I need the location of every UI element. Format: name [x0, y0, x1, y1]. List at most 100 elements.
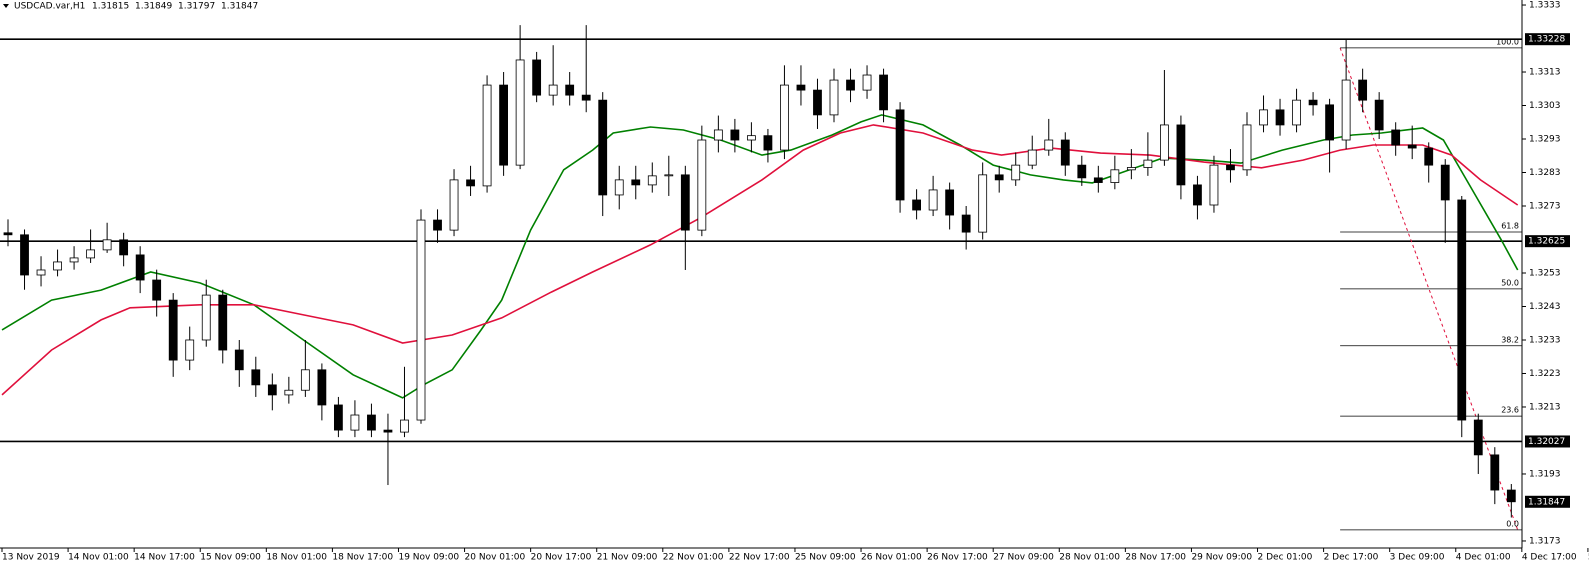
candle-body: [1490, 454, 1500, 491]
fib-label: 23.6: [1501, 406, 1519, 415]
candle-body: [978, 174, 988, 233]
candle-body: [697, 139, 707, 231]
candle-body: [1027, 149, 1037, 166]
x-tick-label: 29 Nov 09:00: [1191, 553, 1252, 563]
candle-body: [1440, 164, 1450, 201]
candle-body: [20, 234, 29, 276]
candle-body: [1044, 139, 1054, 151]
x-tick-label: 14 Nov 01:00: [68, 553, 129, 563]
candle-body: [69, 257, 79, 263]
fib-label: 0.0: [1506, 519, 1519, 528]
candle-body: [168, 299, 178, 361]
candle-body: [1506, 489, 1516, 503]
y-tick-label: 1.3333: [1529, 1, 1561, 11]
level-label-box: [1525, 235, 1570, 248]
candle-body: [300, 369, 310, 391]
y-tick-label: 1.3253: [1529, 268, 1561, 278]
x-tick-label: 5 Dec 09:00: [1588, 553, 1589, 563]
y-tick-label: 1.3283: [1529, 168, 1561, 178]
candle-body: [482, 84, 492, 187]
x-tick-label: 22 Nov 17:00: [729, 553, 790, 563]
candle-body: [1325, 104, 1334, 141]
level-label-box: [1525, 33, 1570, 46]
candle-body: [333, 404, 343, 431]
x-tick-label: 18 Nov 17:00: [332, 553, 393, 563]
candle-body: [1093, 177, 1103, 183]
candle-body: [581, 94, 591, 101]
candle-body: [234, 349, 244, 371]
candle-body: [598, 99, 608, 196]
x-tick-label: 28 Nov 01:00: [1059, 553, 1120, 563]
candle-body: [747, 135, 756, 141]
y-tick-label: 1.3303: [1529, 101, 1561, 111]
x-tick-label: 15 Nov 09:00: [200, 553, 261, 563]
candle-body: [201, 294, 211, 341]
x-tick-label: 4 Dec 01:00: [1456, 553, 1511, 563]
candle-body: [1060, 139, 1070, 166]
candle-body: [86, 249, 95, 259]
x-tick-label: 27 Nov 09:00: [993, 553, 1054, 563]
candle-body: [1209, 164, 1219, 206]
x-tick-label: 22 Nov 01:00: [663, 553, 724, 563]
moving-average: [1, 114, 1519, 399]
candle-body: [251, 369, 261, 386]
candle-body: [499, 84, 509, 166]
x-tick-label: 20 Nov 17:00: [531, 553, 592, 563]
candle-body: [367, 414, 376, 431]
y-tick-label: 1.3193: [1529, 469, 1561, 479]
candle-body: [532, 59, 542, 96]
candle-body: [631, 179, 641, 186]
fib-trend: [1339, 47, 1519, 531]
fib-label: 100.0: [1496, 37, 1519, 46]
candle-body: [680, 174, 690, 231]
candle-body: [466, 179, 475, 187]
candle-body: [713, 129, 723, 141]
candle-body: [433, 219, 442, 231]
candle-body: [1424, 147, 1434, 166]
x-tick-label: 18 Nov 01:00: [266, 553, 327, 563]
candle-body: [36, 269, 46, 276]
current-price-box: [1525, 495, 1570, 508]
candle-body: [1292, 99, 1301, 126]
candle-body: [1374, 99, 1384, 131]
header-price: 1.31847: [221, 2, 258, 12]
candle-body: [1407, 144, 1417, 149]
moving-average: [1, 124, 1519, 396]
fib-label: 61.8: [1501, 222, 1519, 231]
candle-body: [383, 429, 393, 433]
candle-body: [961, 214, 971, 233]
candle-body: [1341, 79, 1351, 141]
candle-body: [284, 389, 294, 396]
x-tick-label: 3 Dec 09:00: [1390, 553, 1445, 563]
candle-body: [1011, 164, 1021, 181]
x-tick-label: 21 Nov 09:00: [597, 553, 658, 563]
candle-body: [185, 339, 195, 361]
candle-body: [879, 74, 888, 111]
candle-body: [664, 174, 674, 177]
candle-body: [1160, 124, 1169, 161]
fib-label: 38.2: [1501, 335, 1519, 344]
candle-body: [565, 84, 575, 96]
candle-body: [912, 199, 921, 211]
candle-body: [763, 135, 773, 151]
candle-body: [647, 175, 657, 186]
x-tick-label: 2 Dec 01:00: [1258, 553, 1313, 563]
y-tick-label: 1.3173: [1529, 536, 1561, 546]
candle-body: [548, 84, 558, 96]
candle-body: [1176, 124, 1186, 186]
symbol: USDCAD.var,H1: [14, 2, 85, 12]
level-label: 1.33228: [1528, 35, 1565, 45]
candle-body: [994, 174, 1004, 181]
current-price-label: 1.31847: [1528, 497, 1565, 507]
candle-body: [796, 84, 806, 91]
candle-body: [416, 219, 426, 421]
candle-body: [1473, 419, 1483, 456]
fib-label: 50.0: [1501, 278, 1519, 287]
x-tick-label: 20 Nov 01:00: [465, 553, 526, 563]
y-tick-label: 1.3293: [1529, 135, 1561, 145]
y-tick-label: 1.3313: [1529, 68, 1561, 78]
x-tick-label: 19 Nov 09:00: [398, 553, 459, 563]
candle-body: [119, 239, 129, 256]
